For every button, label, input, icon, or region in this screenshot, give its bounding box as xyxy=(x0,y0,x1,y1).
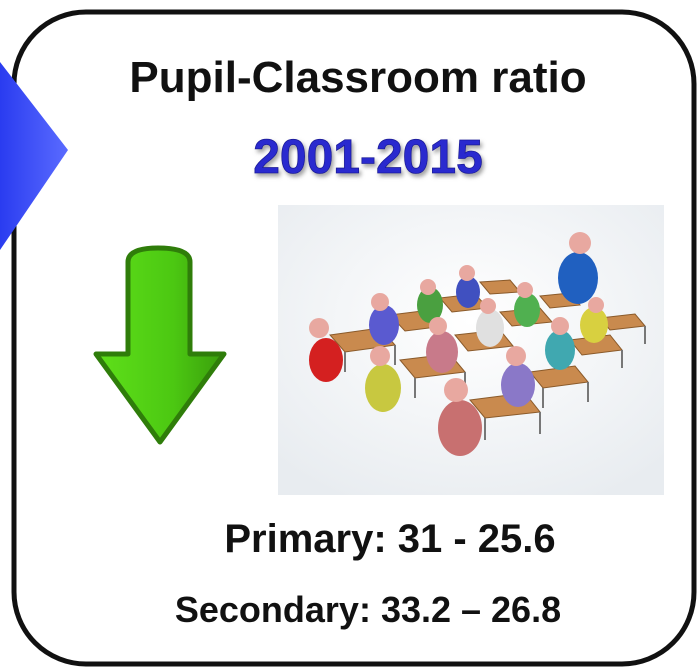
card-title: Pupil-Classroom ratio xyxy=(129,53,586,102)
stat-line: Primary: 31 - 25.6 xyxy=(224,517,555,561)
infographic-card: Pupil-Classroom ratio 2001-2015 xyxy=(0,0,700,669)
classroom-image xyxy=(278,205,664,495)
stat-line: Secondary: 33.2 – 26.8 xyxy=(175,589,561,630)
card-period: 2001-2015 xyxy=(253,131,483,184)
